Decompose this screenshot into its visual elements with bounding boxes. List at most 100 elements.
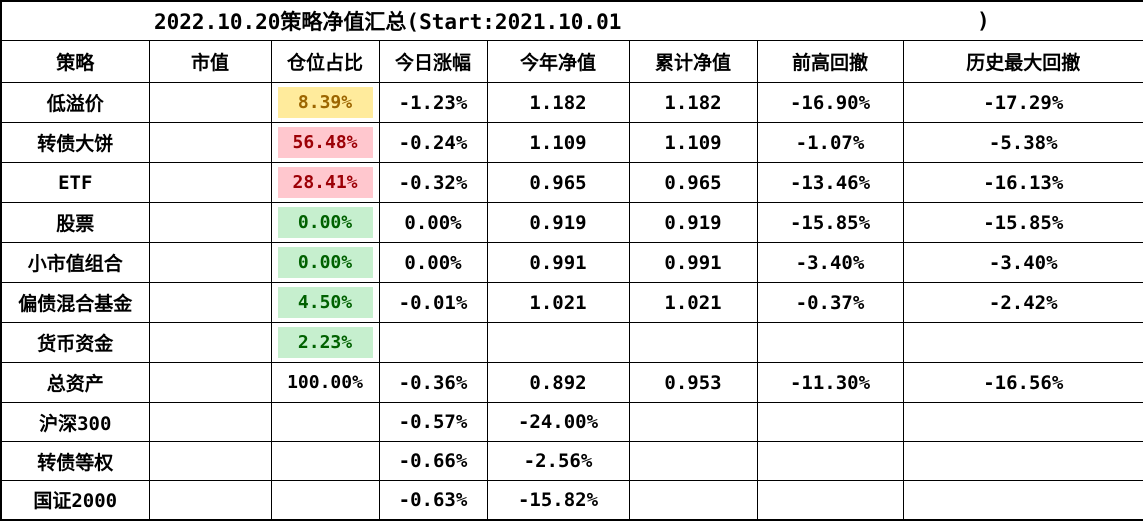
drawdown-from-high-cell: -15.85% [756, 202, 904, 243]
position-badge [278, 456, 373, 466]
title-closing-paren: ) [977, 9, 990, 33]
cumulative-nav-cell [628, 441, 758, 481]
today-change-cell: -0.57% [378, 402, 488, 442]
max-drawdown-cell: -5.38% [902, 122, 1143, 163]
table-row: 沪深300 -0.57% -24.00% [0, 402, 1143, 442]
table-title: 2022.10.20策略净值汇总(Start:2021.10.01 ) [2, 2, 1143, 40]
table-row: 小市值组合 0.00% 0.00% 0.991 0.991 -3.40% -3.… [0, 242, 1143, 283]
strategy-name: 低溢价 [0, 82, 150, 123]
ytd-nav-cell: 0.965 [486, 162, 630, 203]
strategy-name: 偏债混合基金 [0, 282, 150, 323]
cumulative-nav-cell: 1.021 [628, 282, 758, 323]
cumulative-nav-cell: 1.182 [628, 82, 758, 123]
position-badge: 100.00% [287, 372, 363, 393]
today-change-cell: -1.23% [378, 82, 488, 123]
column-header-position-ratio: 仓位占比 [270, 40, 380, 83]
market-value-cell [148, 202, 272, 243]
table-row: 低溢价 8.39% -1.23% 1.182 1.182 -16.90% -17… [0, 82, 1143, 123]
position-cell: 0.00% [270, 202, 380, 243]
table-row: 转债等权 -0.66% -2.56% [0, 441, 1143, 481]
ytd-nav-cell: 0.991 [486, 242, 630, 283]
table-row: 货币资金 2.23% [0, 322, 1143, 363]
table-row: 国证2000 -0.63% -15.82% [0, 480, 1143, 520]
position-badge: 0.00% [277, 247, 373, 278]
cumulative-nav-cell: 1.109 [628, 122, 758, 163]
position-badge: 28.41% [277, 167, 373, 198]
position-cell [270, 402, 380, 442]
max-drawdown-cell: -16.56% [902, 362, 1143, 403]
today-change-cell: -0.36% [378, 362, 488, 403]
max-drawdown-cell [902, 441, 1143, 481]
drawdown-from-high-cell [756, 322, 904, 363]
column-header-cumulative-nav: 累计净值 [628, 40, 758, 83]
header-row: 策略 市值 仓位占比 今日涨幅 今年净值 累计净值 前高回撤 历史最大回撤 [0, 40, 1143, 83]
market-value-cell [148, 322, 272, 363]
cumulative-nav-cell [628, 480, 758, 520]
max-drawdown-cell: -3.40% [902, 242, 1143, 283]
cumulative-nav-cell: 0.965 [628, 162, 758, 203]
report-title-text: 2022.10.20策略净值汇总(Start:2021.10.01 [154, 10, 622, 34]
drawdown-from-high-cell: -3.40% [756, 242, 904, 283]
position-cell: 56.48% [270, 122, 380, 163]
strategy-name: 股票 [0, 202, 150, 243]
max-drawdown-cell: -17.29% [902, 82, 1143, 123]
max-drawdown-cell [902, 322, 1143, 363]
drawdown-from-high-cell: -0.37% [756, 282, 904, 323]
position-badge [278, 417, 373, 427]
market-value-cell [148, 242, 272, 283]
cumulative-nav-cell [628, 402, 758, 442]
position-cell [270, 480, 380, 520]
strategy-name: 国证2000 [0, 480, 150, 520]
drawdown-from-high-cell [756, 441, 904, 481]
position-badge: 8.39% [277, 87, 373, 118]
strategy-name: 转债大饼 [0, 122, 150, 163]
cumulative-nav-cell: 0.991 [628, 242, 758, 283]
ytd-nav-cell: 1.109 [486, 122, 630, 163]
ytd-nav-cell [486, 322, 630, 363]
max-drawdown-cell: -2.42% [902, 282, 1143, 323]
table-row: 股票 0.00% 0.00% 0.919 0.919 -15.85% -15.8… [0, 202, 1143, 243]
position-cell: 100.00% [270, 362, 380, 403]
drawdown-from-high-cell: -16.90% [756, 82, 904, 123]
ytd-nav-cell: -24.00% [486, 402, 630, 442]
column-header-drawdown-from-high: 前高回撤 [756, 40, 904, 83]
strategy-name: 货币资金 [0, 322, 150, 363]
today-change-cell: -0.32% [378, 162, 488, 203]
today-change-cell: -0.01% [378, 282, 488, 323]
column-header-max-drawdown: 历史最大回撤 [902, 40, 1143, 83]
strategy-name: 总资产 [0, 362, 150, 403]
drawdown-from-high-cell [756, 480, 904, 520]
today-change-cell: 0.00% [378, 242, 488, 283]
column-header-today-change: 今日涨幅 [378, 40, 488, 83]
cumulative-nav-cell: 0.953 [628, 362, 758, 403]
ytd-nav-cell: 1.182 [486, 82, 630, 123]
market-value-cell [148, 362, 272, 403]
position-badge [278, 495, 373, 505]
table-row: 偏债混合基金 4.50% -0.01% 1.021 1.021 -0.37% -… [0, 282, 1143, 323]
ytd-nav-cell: 0.919 [486, 202, 630, 243]
today-change-cell: -0.24% [378, 122, 488, 163]
max-drawdown-cell [902, 480, 1143, 520]
market-value-cell [148, 122, 272, 163]
max-drawdown-cell: -16.13% [902, 162, 1143, 203]
strategy-name: ETF [0, 162, 150, 203]
position-cell: 8.39% [270, 82, 380, 123]
column-header-ytd-nav: 今年净值 [486, 40, 630, 83]
max-drawdown-cell: -15.85% [902, 202, 1143, 243]
drawdown-from-high-cell [756, 402, 904, 442]
cumulative-nav-cell: 0.919 [628, 202, 758, 243]
title-row: 2022.10.20策略净值汇总(Start:2021.10.01 ) [0, 0, 1143, 41]
position-badge: 4.50% [277, 287, 373, 318]
position-cell: 4.50% [270, 282, 380, 323]
drawdown-from-high-cell: -11.30% [756, 362, 904, 403]
today-change-cell: -0.63% [378, 480, 488, 520]
position-cell: 28.41% [270, 162, 380, 203]
column-header-market-value: 市值 [148, 40, 272, 83]
cumulative-nav-cell [628, 322, 758, 363]
market-value-cell [148, 82, 272, 123]
position-cell: 2.23% [270, 322, 380, 363]
market-value-cell [148, 480, 272, 520]
ytd-nav-cell: 1.021 [486, 282, 630, 323]
